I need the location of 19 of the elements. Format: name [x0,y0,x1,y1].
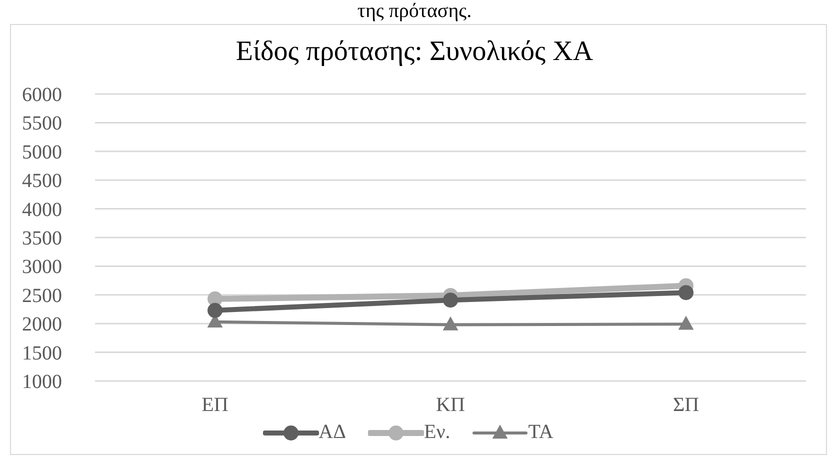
y-tick-label: 6000 [22,84,62,106]
y-tick-label: 1000 [22,371,62,393]
y-tick-label: 4500 [22,170,62,192]
legend-label: Εν. [424,421,450,444]
x-tick-label: ΣΠ [672,394,700,416]
x-tick-label: ΕΠ [202,394,228,416]
text: της πρότασης. [356,0,473,22]
y-tick-label: 5000 [22,141,62,164]
y-tick-label: 3000 [22,256,62,278]
y-tick-label: 2500 [22,284,62,307]
y-tick-label: 5500 [22,112,62,135]
y-tick-label: 4000 [22,198,62,221]
legend-label: ΑΔ [318,421,346,444]
y-tick-label: 3500 [22,228,62,250]
x-tick-label: ΚΠ [436,394,465,416]
y-tick-label: 2000 [22,314,62,336]
legend-label: ΤΑ [528,421,554,444]
y-tick-label: 1500 [22,342,62,364]
chart-title: Είδος πρότασης: Συνολικός ΧΑ [234,36,594,68]
